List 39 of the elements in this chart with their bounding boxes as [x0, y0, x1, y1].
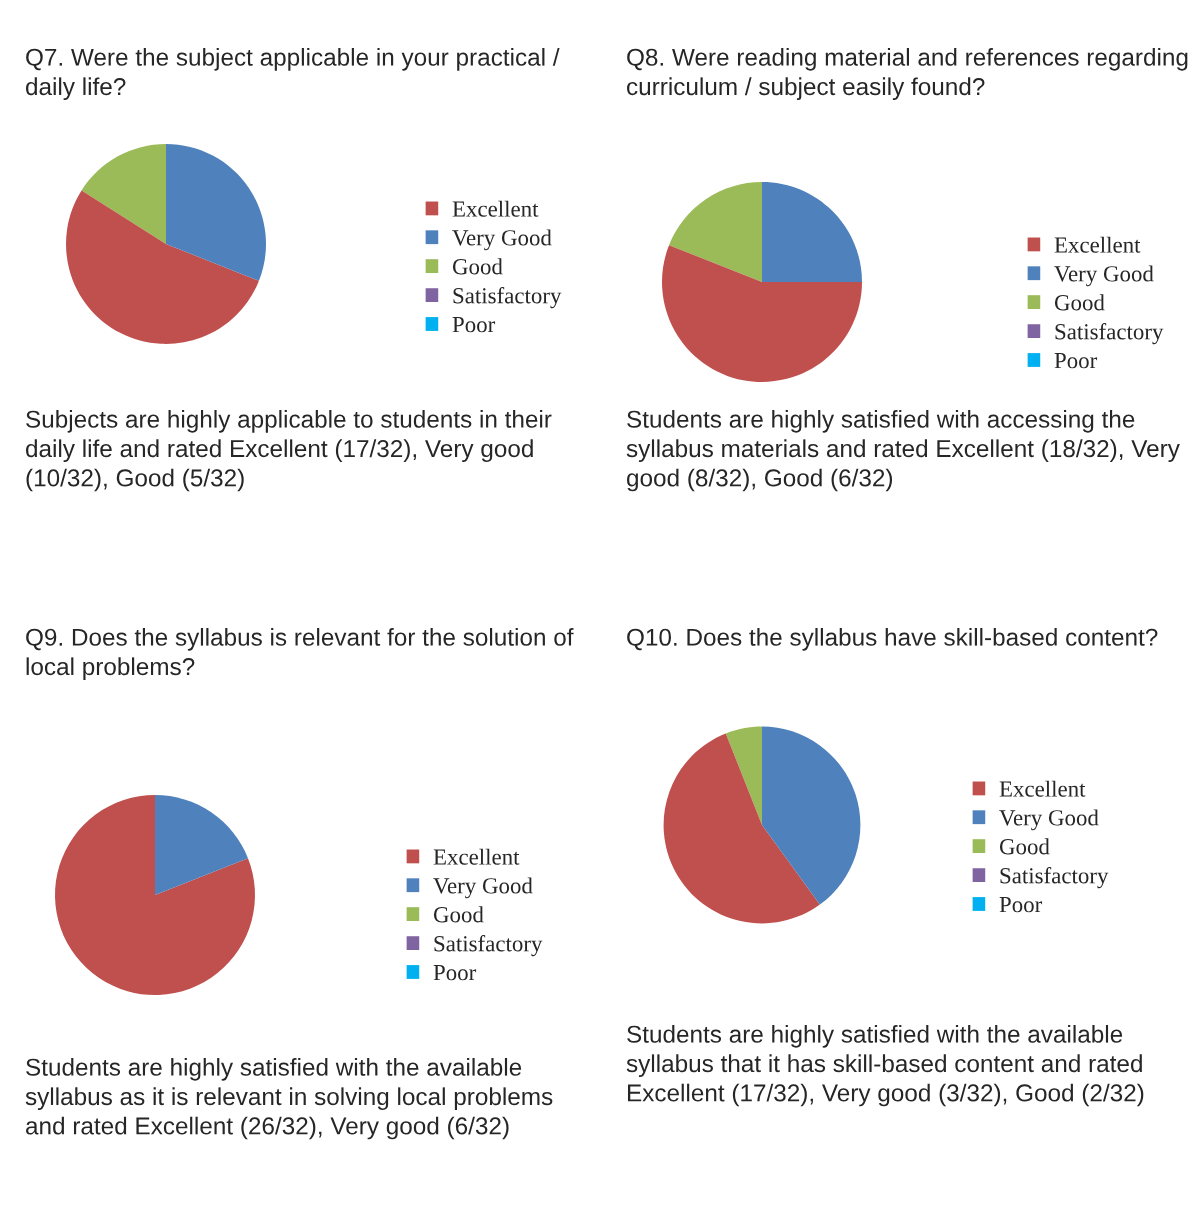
pie-slice	[725, 726, 762, 825]
pie-slice	[762, 726, 861, 905]
legend-label: Excellent	[1054, 236, 1141, 253]
chart-title: Q8. Were reading material and references regarding curriculum / subject easily found?	[627, 48, 1188, 101]
pie-slice	[663, 733, 820, 924]
pie-slice	[66, 190, 259, 344]
legend-label: Poor	[433, 965, 477, 981]
legend-label: Good	[999, 838, 1050, 855]
legend-label: Very Good	[452, 229, 552, 251]
pie-slice	[155, 795, 248, 895]
legend-label: Very Good	[1054, 265, 1154, 287]
legend-label: Poor	[999, 897, 1043, 913]
legend-label: Excellent	[999, 780, 1086, 797]
pie-slice	[762, 182, 862, 282]
pie-slice	[662, 245, 862, 382]
legend-label: Satisfactory	[1000, 867, 1109, 889]
legend-label: Satisfactory	[434, 935, 543, 957]
chart-title: Q10. Does the syllabus have skill-based content?	[627, 628, 1158, 651]
legend-label: Satisfactory	[453, 287, 562, 309]
text: Students are highly satisfied with the available syllabus as it is relevant in solving local problems and rated Excellent (26/32), Very good (6/32)	[25, 1058, 553, 1140]
chart-title: Q9. Does the syllabus is relevant for the solution of local problems?	[26, 628, 574, 681]
legend-label: Very Good	[999, 809, 1099, 831]
pie-slice	[166, 144, 266, 281]
legend-label: Excellent	[452, 200, 539, 217]
legend-label: Poor	[452, 317, 496, 333]
legend-label: Satisfactory	[1055, 323, 1164, 345]
text: Subjects are highly applicable to students in their daily life and rated Excellent (17/32), Very good (10/32), Good (5/32)	[26, 410, 552, 492]
legend-label: Poor	[1054, 353, 1098, 369]
chart-title: Q7. Were the subject applicable in your practical / daily life?	[26, 48, 560, 101]
pie-slice	[669, 182, 762, 282]
legend-label: Very Good	[433, 877, 533, 899]
legend-label: Good	[452, 258, 503, 275]
pie-slice	[81, 144, 166, 244]
legend-label: Excellent	[433, 848, 520, 865]
pie-slice	[55, 795, 255, 995]
legend-label: Good	[433, 906, 484, 923]
text: Students are highly satisfied with the available syllabus that it has skill-based content and rated Excellent (17/32), Very good (3/32), Good (2/32)	[626, 1025, 1144, 1107]
legend-label: Good	[1054, 294, 1105, 311]
text: Students are highly satisfied with accessing the syllabus materials and rated Excellent (18/32), Very good (8/32), Good (6/32)	[626, 410, 1180, 492]
